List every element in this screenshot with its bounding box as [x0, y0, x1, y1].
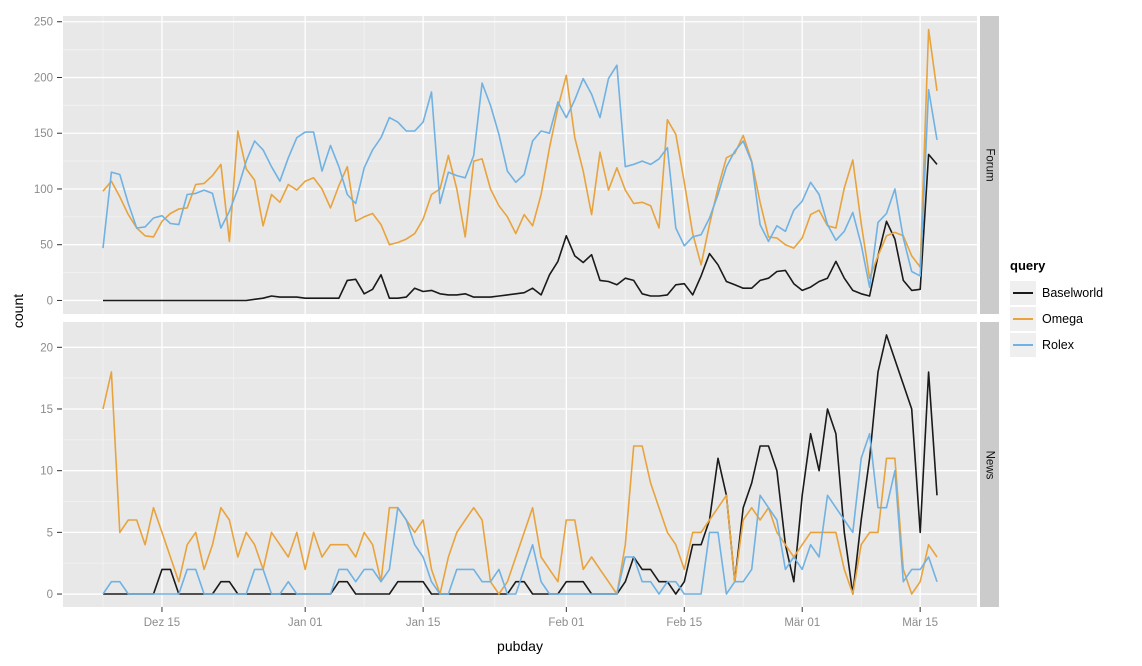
y-tick-label: 20 [40, 342, 53, 354]
x-tick-label: Mär 01 [784, 617, 820, 629]
facet-strip-news-label: News [983, 450, 996, 479]
legend-item-rolex: Rolex [1010, 333, 1103, 357]
x-tick-label: Feb 15 [666, 617, 702, 629]
y-tick-label: 15 [40, 404, 53, 416]
legend-item-baselworld: Baselworld [1010, 281, 1103, 305]
y-tick-label: 250 [34, 17, 53, 29]
x-axis-title: pubday [497, 638, 543, 654]
legend-key-omega [1010, 307, 1036, 331]
legend-item-omega: Omega [1010, 307, 1103, 331]
series-line-omega-news [102, 371, 938, 595]
y-tick-label: 0 [47, 589, 53, 601]
x-tick-label: Mär 15 [902, 617, 938, 629]
y-tick-label: 100 [34, 184, 53, 196]
facet-strip-forum: Forum [980, 16, 999, 314]
facet-strip-forum-label: Forum [983, 148, 996, 182]
series-line-rolex-forum [102, 64, 938, 288]
y-tick-label: 10 [40, 466, 53, 478]
y-tick-label: 200 [34, 72, 53, 84]
legend: query Baselworld Omega Rolex [1010, 258, 1103, 359]
series-line-baselworld-forum [103, 153, 938, 302]
legend-key-rolex [1010, 333, 1036, 357]
x-tick-label: Jan 15 [406, 617, 441, 629]
x-tick-label: Jan 01 [288, 617, 323, 629]
legend-label-omega: Omega [1042, 312, 1083, 326]
y-tick-label: 150 [34, 128, 53, 140]
y-tick-label: 0 [47, 295, 53, 307]
y-tick-label: 50 [40, 240, 53, 252]
series-line-omega-forum [102, 28, 938, 280]
x-tick-label: Dez 15 [144, 617, 180, 629]
baselworld-line-swatch [1013, 292, 1033, 294]
legend-label-baselworld: Baselworld [1042, 286, 1104, 300]
rolex-line-swatch [1013, 344, 1033, 346]
legend-label-rolex: Rolex [1042, 338, 1074, 352]
legend-title: query [1010, 258, 1046, 273]
y-axis-title: count [10, 293, 26, 329]
x-tick-label: Feb 01 [548, 617, 584, 629]
y-tick-label: 5 [47, 527, 53, 539]
panel-background-forum [63, 16, 977, 314]
legend-key-baselworld [1010, 281, 1036, 305]
series-line-rolex-news [102, 432, 938, 595]
panel-background-news [63, 322, 977, 607]
facet-strip-news: News [980, 322, 999, 607]
omega-line-swatch [1013, 318, 1033, 320]
